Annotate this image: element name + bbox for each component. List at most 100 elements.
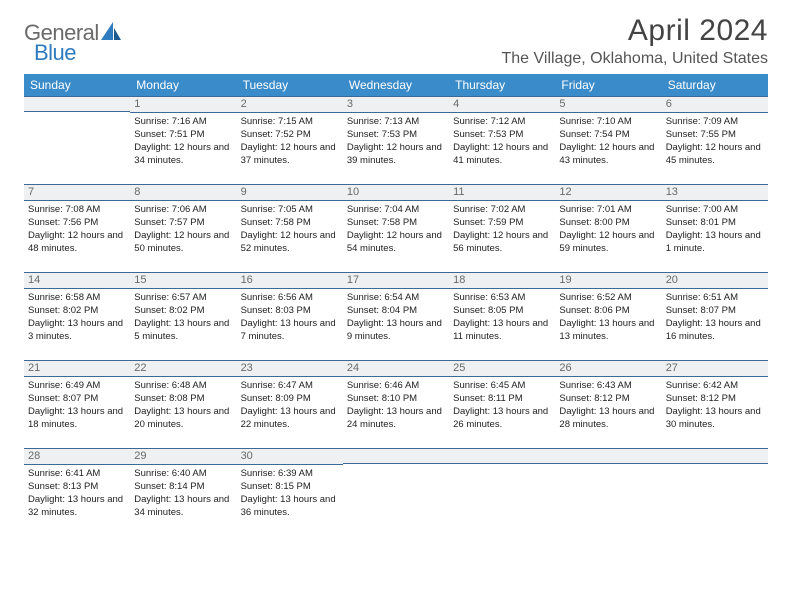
calendar-day-cell: 1Sunrise: 7:16 AMSunset: 7:51 PMDaylight…	[130, 96, 236, 184]
day-details: Sunrise: 6:42 AMSunset: 8:12 PMDaylight:…	[662, 377, 768, 433]
day-number-bar: 27	[662, 360, 768, 377]
sunrise-line: Sunrise: 6:42 AM	[666, 380, 764, 393]
day-cell-inner: 22Sunrise: 6:48 AMSunset: 8:08 PMDayligh…	[130, 360, 236, 448]
sunrise-line: Sunrise: 6:51 AM	[666, 292, 764, 305]
daylight-line: Daylight: 12 hours and 48 minutes.	[28, 230, 126, 256]
calendar-day-cell: 23Sunrise: 6:47 AMSunset: 8:09 PMDayligh…	[237, 360, 343, 448]
day-cell-inner: 17Sunrise: 6:54 AMSunset: 8:04 PMDayligh…	[343, 272, 449, 360]
daylight-line: Daylight: 12 hours and 50 minutes.	[134, 230, 232, 256]
daylight-line: Daylight: 13 hours and 20 minutes.	[134, 406, 232, 432]
sunset-line: Sunset: 7:51 PM	[134, 129, 232, 142]
calendar-day-cell: 17Sunrise: 6:54 AMSunset: 8:04 PMDayligh…	[343, 272, 449, 360]
day-number-bar: 20	[662, 272, 768, 289]
calendar-header-row: SundayMondayTuesdayWednesdayThursdayFrid…	[24, 74, 768, 96]
daylight-line: Daylight: 12 hours and 41 minutes.	[453, 142, 551, 168]
day-details: Sunrise: 6:43 AMSunset: 8:12 PMDaylight:…	[555, 377, 661, 433]
sunset-line: Sunset: 8:15 PM	[241, 481, 339, 494]
day-number-bar: 6	[662, 96, 768, 113]
day-number-bar: 22	[130, 360, 236, 377]
day-number-bar: 15	[130, 272, 236, 289]
calendar-week-row: 28Sunrise: 6:41 AMSunset: 8:13 PMDayligh…	[24, 448, 768, 536]
daylight-line: Daylight: 13 hours and 16 minutes.	[666, 318, 764, 344]
sunrise-line: Sunrise: 7:15 AM	[241, 116, 339, 129]
sunrise-line: Sunrise: 7:05 AM	[241, 204, 339, 217]
sunrise-line: Sunrise: 6:47 AM	[241, 380, 339, 393]
day-details: Sunrise: 7:04 AMSunset: 7:58 PMDaylight:…	[343, 201, 449, 257]
calendar-day-cell: 8Sunrise: 7:06 AMSunset: 7:57 PMDaylight…	[130, 184, 236, 272]
calendar-page: General Blue April 2024 The Village, Okl…	[0, 0, 792, 546]
day-number-bar: 26	[555, 360, 661, 377]
weekday-header: Tuesday	[237, 74, 343, 96]
daylight-line: Daylight: 12 hours and 37 minutes.	[241, 142, 339, 168]
day-details: Sunrise: 6:47 AMSunset: 8:09 PMDaylight:…	[237, 377, 343, 433]
day-cell-inner: 30Sunrise: 6:39 AMSunset: 8:15 PMDayligh…	[237, 448, 343, 536]
day-cell-inner: 19Sunrise: 6:52 AMSunset: 8:06 PMDayligh…	[555, 272, 661, 360]
day-cell-inner: 13Sunrise: 7:00 AMSunset: 8:01 PMDayligh…	[662, 184, 768, 272]
day-number-bar: 11	[449, 184, 555, 201]
day-details: Sunrise: 7:10 AMSunset: 7:54 PMDaylight:…	[555, 113, 661, 169]
sunrise-line: Sunrise: 7:01 AM	[559, 204, 657, 217]
calendar-day-cell: 2Sunrise: 7:15 AMSunset: 7:52 PMDaylight…	[237, 96, 343, 184]
sunrise-line: Sunrise: 7:10 AM	[559, 116, 657, 129]
daylight-line: Daylight: 13 hours and 11 minutes.	[453, 318, 551, 344]
day-cell-inner	[343, 448, 449, 536]
day-cell-inner: 21Sunrise: 6:49 AMSunset: 8:07 PMDayligh…	[24, 360, 130, 448]
day-cell-inner: 20 Sunrise: 6:51 AMSunset: 8:07 PMDayligh…	[662, 272, 768, 360]
day-cell-inner: 7Sunrise: 7:08 AMSunset: 7:56 PMDaylight…	[24, 184, 130, 272]
day-details: Sunrise: 6:53 AMSunset: 8:05 PMDaylight:…	[449, 289, 555, 345]
sunrise-line: Sunrise: 6:45 AM	[453, 380, 551, 393]
day-number-bar: 1	[130, 96, 236, 113]
calendar-day-cell: 19Sunrise: 6:52 AMSunset: 8:06 PMDayligh…	[555, 272, 661, 360]
sunrise-line: Sunrise: 7:02 AM	[453, 204, 551, 217]
daylight-line: Daylight: 13 hours and 30 minutes.	[666, 406, 764, 432]
daylight-line: Daylight: 13 hours and 9 minutes.	[347, 318, 445, 344]
calendar-day-cell: 11Sunrise: 7:02 AMSunset: 7:59 PMDayligh…	[449, 184, 555, 272]
day-cell-inner: 15Sunrise: 6:57 AMSunset: 8:02 PMDayligh…	[130, 272, 236, 360]
month-title: April 2024	[501, 14, 768, 48]
day-number-bar: 2	[237, 96, 343, 113]
daylight-line: Daylight: 12 hours and 54 minutes.	[347, 230, 445, 256]
sunrise-line: Sunrise: 7:04 AM	[347, 204, 445, 217]
daylight-line: Daylight: 12 hours and 52 minutes.	[241, 230, 339, 256]
calendar-day-cell	[449, 448, 555, 536]
day-number-bar: 28	[24, 448, 130, 465]
sunset-line: Sunset: 8:07 PM	[28, 393, 126, 406]
calendar-day-cell: 18Sunrise: 6:53 AMSunset: 8:05 PMDayligh…	[449, 272, 555, 360]
sunset-line: Sunset: 8:07 PM	[666, 305, 764, 318]
sunset-line: Sunset: 8:08 PM	[134, 393, 232, 406]
day-cell-inner: 16Sunrise: 6:56 AMSunset: 8:03 PMDayligh…	[237, 272, 343, 360]
sunset-line: Sunset: 8:00 PM	[559, 217, 657, 230]
calendar-day-cell: 4Sunrise: 7:12 AMSunset: 7:53 PMDaylight…	[449, 96, 555, 184]
calendar-day-cell	[555, 448, 661, 536]
sunrise-line: Sunrise: 6:39 AM	[241, 468, 339, 481]
sunset-line: Sunset: 8:03 PM	[241, 305, 339, 318]
daylight-line: Daylight: 12 hours and 56 minutes.	[453, 230, 551, 256]
sunrise-line: Sunrise: 7:16 AM	[134, 116, 232, 129]
weekday-header: Wednesday	[343, 74, 449, 96]
calendar-table: SundayMondayTuesdayWednesdayThursdayFrid…	[24, 74, 768, 536]
daylight-line: Daylight: 13 hours and 34 minutes.	[134, 494, 232, 520]
day-details: Sunrise: 6:57 AMSunset: 8:02 PMDaylight:…	[130, 289, 236, 345]
sunrise-line: Sunrise: 6:58 AM	[28, 292, 126, 305]
sunset-line: Sunset: 8:13 PM	[28, 481, 126, 494]
day-cell-inner: 5Sunrise: 7:10 AMSunset: 7:54 PMDaylight…	[555, 96, 661, 184]
day-cell-inner: 3Sunrise: 7:13 AMSunset: 7:53 PMDaylight…	[343, 96, 449, 184]
sunset-line: Sunset: 8:11 PM	[453, 393, 551, 406]
day-details: Sunrise: 6:46 AMSunset: 8:10 PMDaylight:…	[343, 377, 449, 433]
sunrise-line: Sunrise: 6:54 AM	[347, 292, 445, 305]
sunset-line: Sunset: 7:54 PM	[559, 129, 657, 142]
calendar-day-cell: 24Sunrise: 6:46 AMSunset: 8:10 PMDayligh…	[343, 360, 449, 448]
day-number-bar: 9	[237, 184, 343, 201]
location: The Village, Oklahoma, United States	[501, 50, 768, 68]
sunset-line: Sunset: 8:06 PM	[559, 305, 657, 318]
day-number-bar: 12	[555, 184, 661, 201]
calendar-week-row: 1 Sunrise: 7:16 AMSunset: 7:51 PM Daylight…	[24, 96, 768, 184]
sunset-line: Sunset: 8:02 PM	[134, 305, 232, 318]
day-number-bar	[449, 448, 555, 464]
day-details: Sunrise: 7:12 AMSunset: 7:53 PMDaylight:…	[449, 113, 555, 169]
day-cell-inner: 4Sunrise: 7:12 AMSunset: 7:53 PMDaylight…	[449, 96, 555, 184]
day-cell-inner: 24Sunrise: 6:46 AMSunset: 8:10 PMDayligh…	[343, 360, 449, 448]
day-details: Sunrise: 7:00 AMSunset: 8:01 PMDaylight:…	[662, 201, 768, 257]
day-number-bar: 19	[555, 272, 661, 289]
daylight-line: Daylight: 13 hours and 13 minutes.	[559, 318, 657, 344]
